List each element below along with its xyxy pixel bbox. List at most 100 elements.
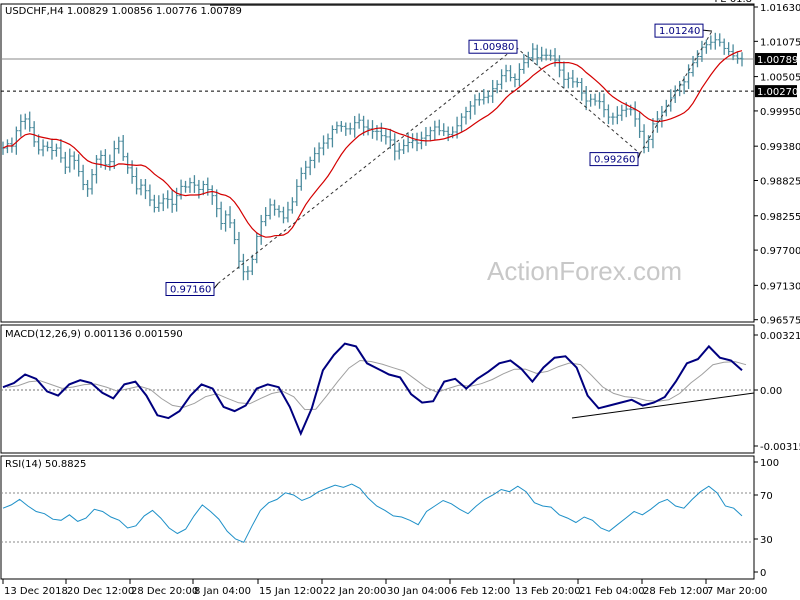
price-bar <box>76 154 81 177</box>
price-bar <box>401 139 406 155</box>
price-bar <box>432 120 437 140</box>
price-bar <box>94 155 99 184</box>
price-bar <box>45 141 50 152</box>
pivot-label: 1.01240 <box>659 26 700 37</box>
macd-ytick-label: 0.003219 <box>760 331 800 342</box>
price-bar <box>704 39 709 54</box>
price-bar <box>179 179 184 200</box>
price-bar <box>134 167 139 195</box>
price-bar <box>579 78 584 101</box>
price-bar <box>14 126 19 155</box>
price-bar <box>27 111 32 132</box>
price-bar <box>187 177 192 193</box>
price-panel: USDCHF,H4 1.00829 1.00856 1.00776 1.0078… <box>0 0 800 327</box>
price-bar <box>49 138 54 160</box>
price-bar <box>699 40 704 62</box>
price-bar <box>468 100 473 120</box>
price-bar <box>294 179 299 207</box>
price-bar <box>192 175 197 193</box>
price-bar <box>58 139 63 163</box>
moving-average-line <box>2 50 743 238</box>
price-bar <box>18 114 23 137</box>
price-bar <box>263 207 268 227</box>
pivot-annotation: 1.00980 <box>468 39 518 54</box>
price-ytick-label: 1.00505 <box>760 73 800 84</box>
price-bar <box>232 219 237 245</box>
price-bar <box>112 140 117 169</box>
price-bar <box>63 151 68 174</box>
pivot-label: 0.97160 <box>170 285 211 296</box>
price-bar <box>437 119 442 136</box>
price-bar <box>245 266 250 281</box>
price-bar <box>561 61 566 89</box>
price-bar <box>339 121 344 132</box>
price-bar <box>388 128 393 149</box>
x-tick-label: 7 Mar 20:00 <box>707 586 767 597</box>
x-tick-label: 6 Feb 12:00 <box>451 586 510 597</box>
price-ytick-label: 1.01630 <box>760 3 800 14</box>
price-bar <box>570 69 575 88</box>
price-bar <box>85 179 90 197</box>
price-bar <box>504 64 509 83</box>
price-bar <box>103 149 108 170</box>
price-bar <box>303 160 308 180</box>
price-bar <box>686 64 691 89</box>
price-bar <box>250 254 255 276</box>
price-tag <box>755 53 797 66</box>
price-bar <box>459 113 464 132</box>
price-bar <box>272 199 277 216</box>
price-bar <box>726 42 731 56</box>
macd-panel: MACD(12,26,9) 0.001136 0.001590 0.003219… <box>0 324 800 454</box>
price-bar <box>553 48 558 67</box>
price-bar <box>731 44 736 61</box>
price-bar <box>735 51 740 64</box>
pivot-annotation: 0.99260 <box>589 152 641 167</box>
x-tick-label: 30 Jan 04:00 <box>387 586 450 597</box>
price-bar <box>646 135 651 152</box>
price-bar <box>463 106 468 125</box>
price-bar <box>285 201 290 223</box>
pivot-annotation: 0.97160 <box>165 282 219 297</box>
pivot-label: 0.99260 <box>594 155 635 166</box>
price-bar <box>610 112 615 125</box>
macd-ytick-label: 0.00 <box>760 386 782 397</box>
price-bar <box>633 101 638 127</box>
price-bar <box>642 124 647 154</box>
price-bar <box>526 51 531 68</box>
macd-signal-line <box>6 359 747 411</box>
price-bar <box>90 168 95 195</box>
price-bar <box>383 129 388 145</box>
price-bar <box>619 104 624 121</box>
pivot-label: 1.00980 <box>473 42 514 53</box>
price-bar <box>566 72 571 89</box>
price-bar <box>54 143 59 157</box>
price-bar <box>379 122 384 142</box>
price-bar <box>481 88 486 105</box>
price-bar <box>165 190 170 209</box>
price-bar <box>317 142 322 163</box>
price-bar <box>201 180 206 196</box>
x-tick-label: 20 Dec 12:00 <box>67 586 134 597</box>
price-bar <box>219 201 224 230</box>
price-ytick-label: 0.97130 <box>760 281 800 292</box>
price-bar <box>32 121 37 147</box>
price-bar <box>236 231 241 269</box>
price-bar <box>713 32 718 50</box>
price-bar <box>312 147 317 169</box>
price-bar <box>601 93 606 118</box>
price-bar <box>147 184 152 207</box>
price-ytick-label: 0.98255 <box>760 212 800 223</box>
price-bar <box>695 50 700 68</box>
macd-line <box>2 342 743 437</box>
price-bar <box>717 33 722 47</box>
price-bar <box>81 164 86 191</box>
price-bar <box>290 197 295 214</box>
price-bar <box>174 187 179 212</box>
price-bar <box>343 122 348 136</box>
price-bar <box>512 73 517 88</box>
price-bar <box>36 134 41 155</box>
rsi-panel: RSI(14) 50.8825 100 70 30 0 <box>0 455 779 580</box>
price-bar <box>334 121 339 134</box>
price-bar <box>477 92 482 106</box>
